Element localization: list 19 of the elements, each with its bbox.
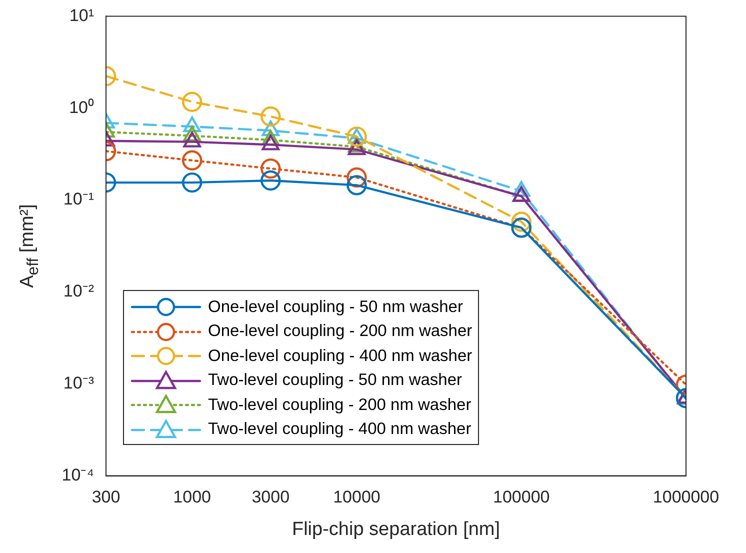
x-tick-label: 1000 [173,488,211,507]
y-tick-label: 10¹ [69,6,94,25]
x-tick-label: 10000 [333,488,380,507]
x-tick-label: 3000 [252,488,290,507]
y-tick-label: 10⁻⁴ [62,465,94,484]
y-tick-label: 10⁰ [69,98,94,117]
x-tick-label: 100000 [492,488,550,507]
legend-label: One-level coupling - 400 nm washer [208,346,472,366]
legend-label: One-level coupling - 200 nm washer [208,322,472,342]
y-tick-label: 10⁻³ [63,374,94,393]
y-tick-label: 10⁻¹ [63,190,94,209]
legend-label: Two-level coupling - 50 nm washer [208,371,462,390]
legend-label: One-level coupling - 50 nm washer [208,298,463,317]
x-axis-title: Flip-chip separation [nm] [292,518,500,540]
x-tick-label: 300 [92,488,120,507]
x-tick-label: 1000000 [652,488,720,507]
legend-label: Two-level coupling - 200 nm washer [208,396,472,415]
y-tick-label: 10⁻² [63,282,94,301]
legend-label: Two-level coupling - 400 nm washer [208,420,472,440]
